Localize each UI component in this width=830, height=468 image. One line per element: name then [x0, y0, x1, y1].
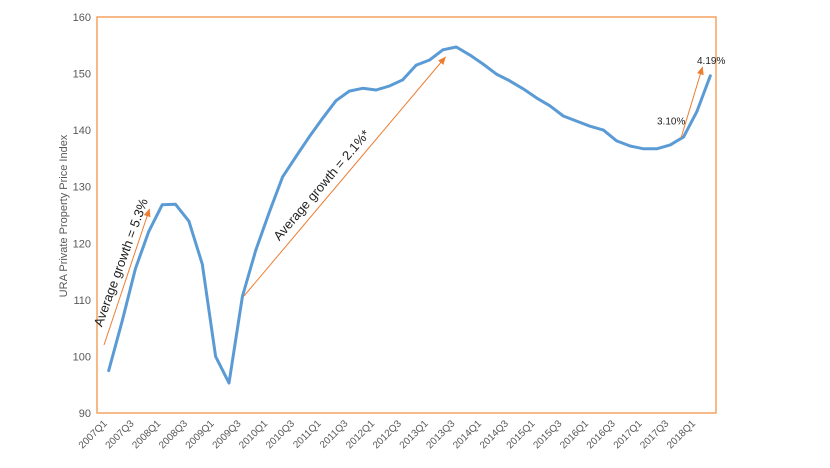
- y-axis-title: URA Private Property Price Index: [58, 134, 70, 297]
- data-point: [134, 267, 137, 271]
- data-point: [428, 58, 431, 62]
- data-point: [615, 139, 618, 143]
- data-point: [401, 78, 405, 82]
- annotation-arrow: [103, 208, 151, 346]
- annotation-label: Average growth = 5.3%: [91, 196, 152, 329]
- data-point: [535, 96, 538, 100]
- data-point: [254, 248, 258, 252]
- y-tick-label: 100: [73, 351, 91, 363]
- data-point: [241, 295, 244, 298]
- data-point: [334, 99, 338, 102]
- series-group: [107, 45, 712, 385]
- data-point: [468, 53, 472, 57]
- annotation-label: 4.19%: [697, 56, 725, 67]
- y-tick-label: 140: [73, 125, 91, 137]
- data-point: [588, 124, 592, 128]
- data-point: [388, 84, 391, 88]
- data-point: [321, 117, 324, 120]
- data-point: [227, 381, 231, 385]
- y-tick-label: 130: [73, 182, 91, 194]
- data-point: [508, 79, 512, 83]
- x-tick-label: 2010Q3: [264, 418, 297, 451]
- annotation-label: 3.10%: [657, 117, 685, 128]
- annotation-arrow: [243, 56, 446, 297]
- data-point: [374, 88, 378, 92]
- data-point: [655, 147, 659, 151]
- data-point: [642, 147, 645, 151]
- plot-area-border: [96, 16, 717, 414]
- data-point: [174, 203, 177, 206]
- data-point: [267, 211, 271, 214]
- data-point: [348, 89, 351, 93]
- data-point: [107, 369, 110, 372]
- data-point: [120, 320, 124, 323]
- data-point: [495, 72, 498, 76]
- data-point: [281, 175, 284, 179]
- data-point: [441, 48, 445, 52]
- data-point: [214, 355, 217, 358]
- y-tick-label: 120: [73, 238, 91, 250]
- x-tick-label: 2018Q1: [665, 418, 698, 451]
- x-axis: 2007Q12007Q32008Q12008Q32009Q12009Q32010…: [77, 418, 698, 451]
- data-point: [147, 230, 151, 233]
- data-point: [602, 128, 605, 132]
- data-point: [307, 135, 311, 139]
- annotations: Average growth = 5.3% Average growth = 2.…: [91, 56, 725, 346]
- data-point: [160, 203, 164, 207]
- data-point: [361, 87, 365, 90]
- annotation-arrow: [680, 66, 704, 139]
- data-point: [201, 262, 204, 266]
- annotation-label: Average growth = 2.1%*: [270, 127, 373, 243]
- series-line: [107, 45, 712, 385]
- data-point: [709, 74, 712, 78]
- data-point: [695, 110, 699, 113]
- y-tick-label: 160: [73, 12, 91, 24]
- y-tick-label: 110: [73, 295, 91, 307]
- data-point: [294, 155, 298, 158]
- data-point: [187, 219, 191, 223]
- data-point: [575, 119, 578, 123]
- data-point: [562, 114, 565, 118]
- x-tick-label: 2011Q1: [291, 418, 324, 451]
- y-tick-label: 150: [73, 69, 91, 81]
- data-point: [548, 104, 552, 108]
- data-point: [521, 87, 525, 91]
- y-tick-label: 90: [79, 408, 91, 420]
- data-point: [481, 62, 485, 66]
- data-point: [628, 144, 632, 148]
- data-point: [668, 143, 672, 147]
- data-point: [414, 63, 418, 67]
- y-axis: 90 100 110 120 130 140 150 160: [73, 12, 91, 420]
- data-point: [682, 135, 685, 139]
- data-point: [455, 45, 458, 49]
